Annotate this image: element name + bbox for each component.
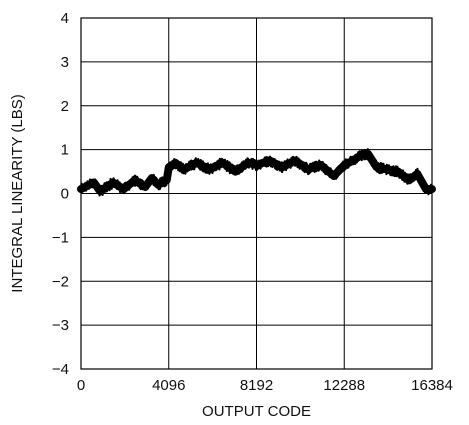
y-tick-label: 4 [61,10,69,27]
x-tick-label: 16384 [411,377,453,394]
x-tick-labels: 0 4096 8192 12288 16384 [77,377,453,394]
y-tick-label: 3 [61,54,69,71]
y-tick-labels: 4 3 2 1 0 −1 −2 −3 −4 [52,10,69,378]
inl-series-line [77,150,436,196]
y-axis-label: INTEGRAL LINEARITY (LBS) [9,94,26,292]
y-tick-label: 1 [61,142,69,159]
y-tick-label: 2 [61,98,69,115]
x-tick-label: 8192 [240,377,273,394]
grid-lines [80,17,433,370]
y-tick-label: −2 [52,273,69,290]
y-tick-label: 0 [61,186,69,203]
x-axis-label: OUTPUT CODE [202,403,311,420]
y-tick-label: −3 [52,317,69,334]
series-layer [77,148,436,197]
y-tick-label: −4 [52,361,69,378]
x-tick-label: 0 [77,377,85,394]
y-tick-label: −1 [52,229,69,246]
x-tick-label: 4096 [152,377,185,394]
plot-frame [80,17,433,370]
x-tick-label: 12288 [323,377,365,394]
